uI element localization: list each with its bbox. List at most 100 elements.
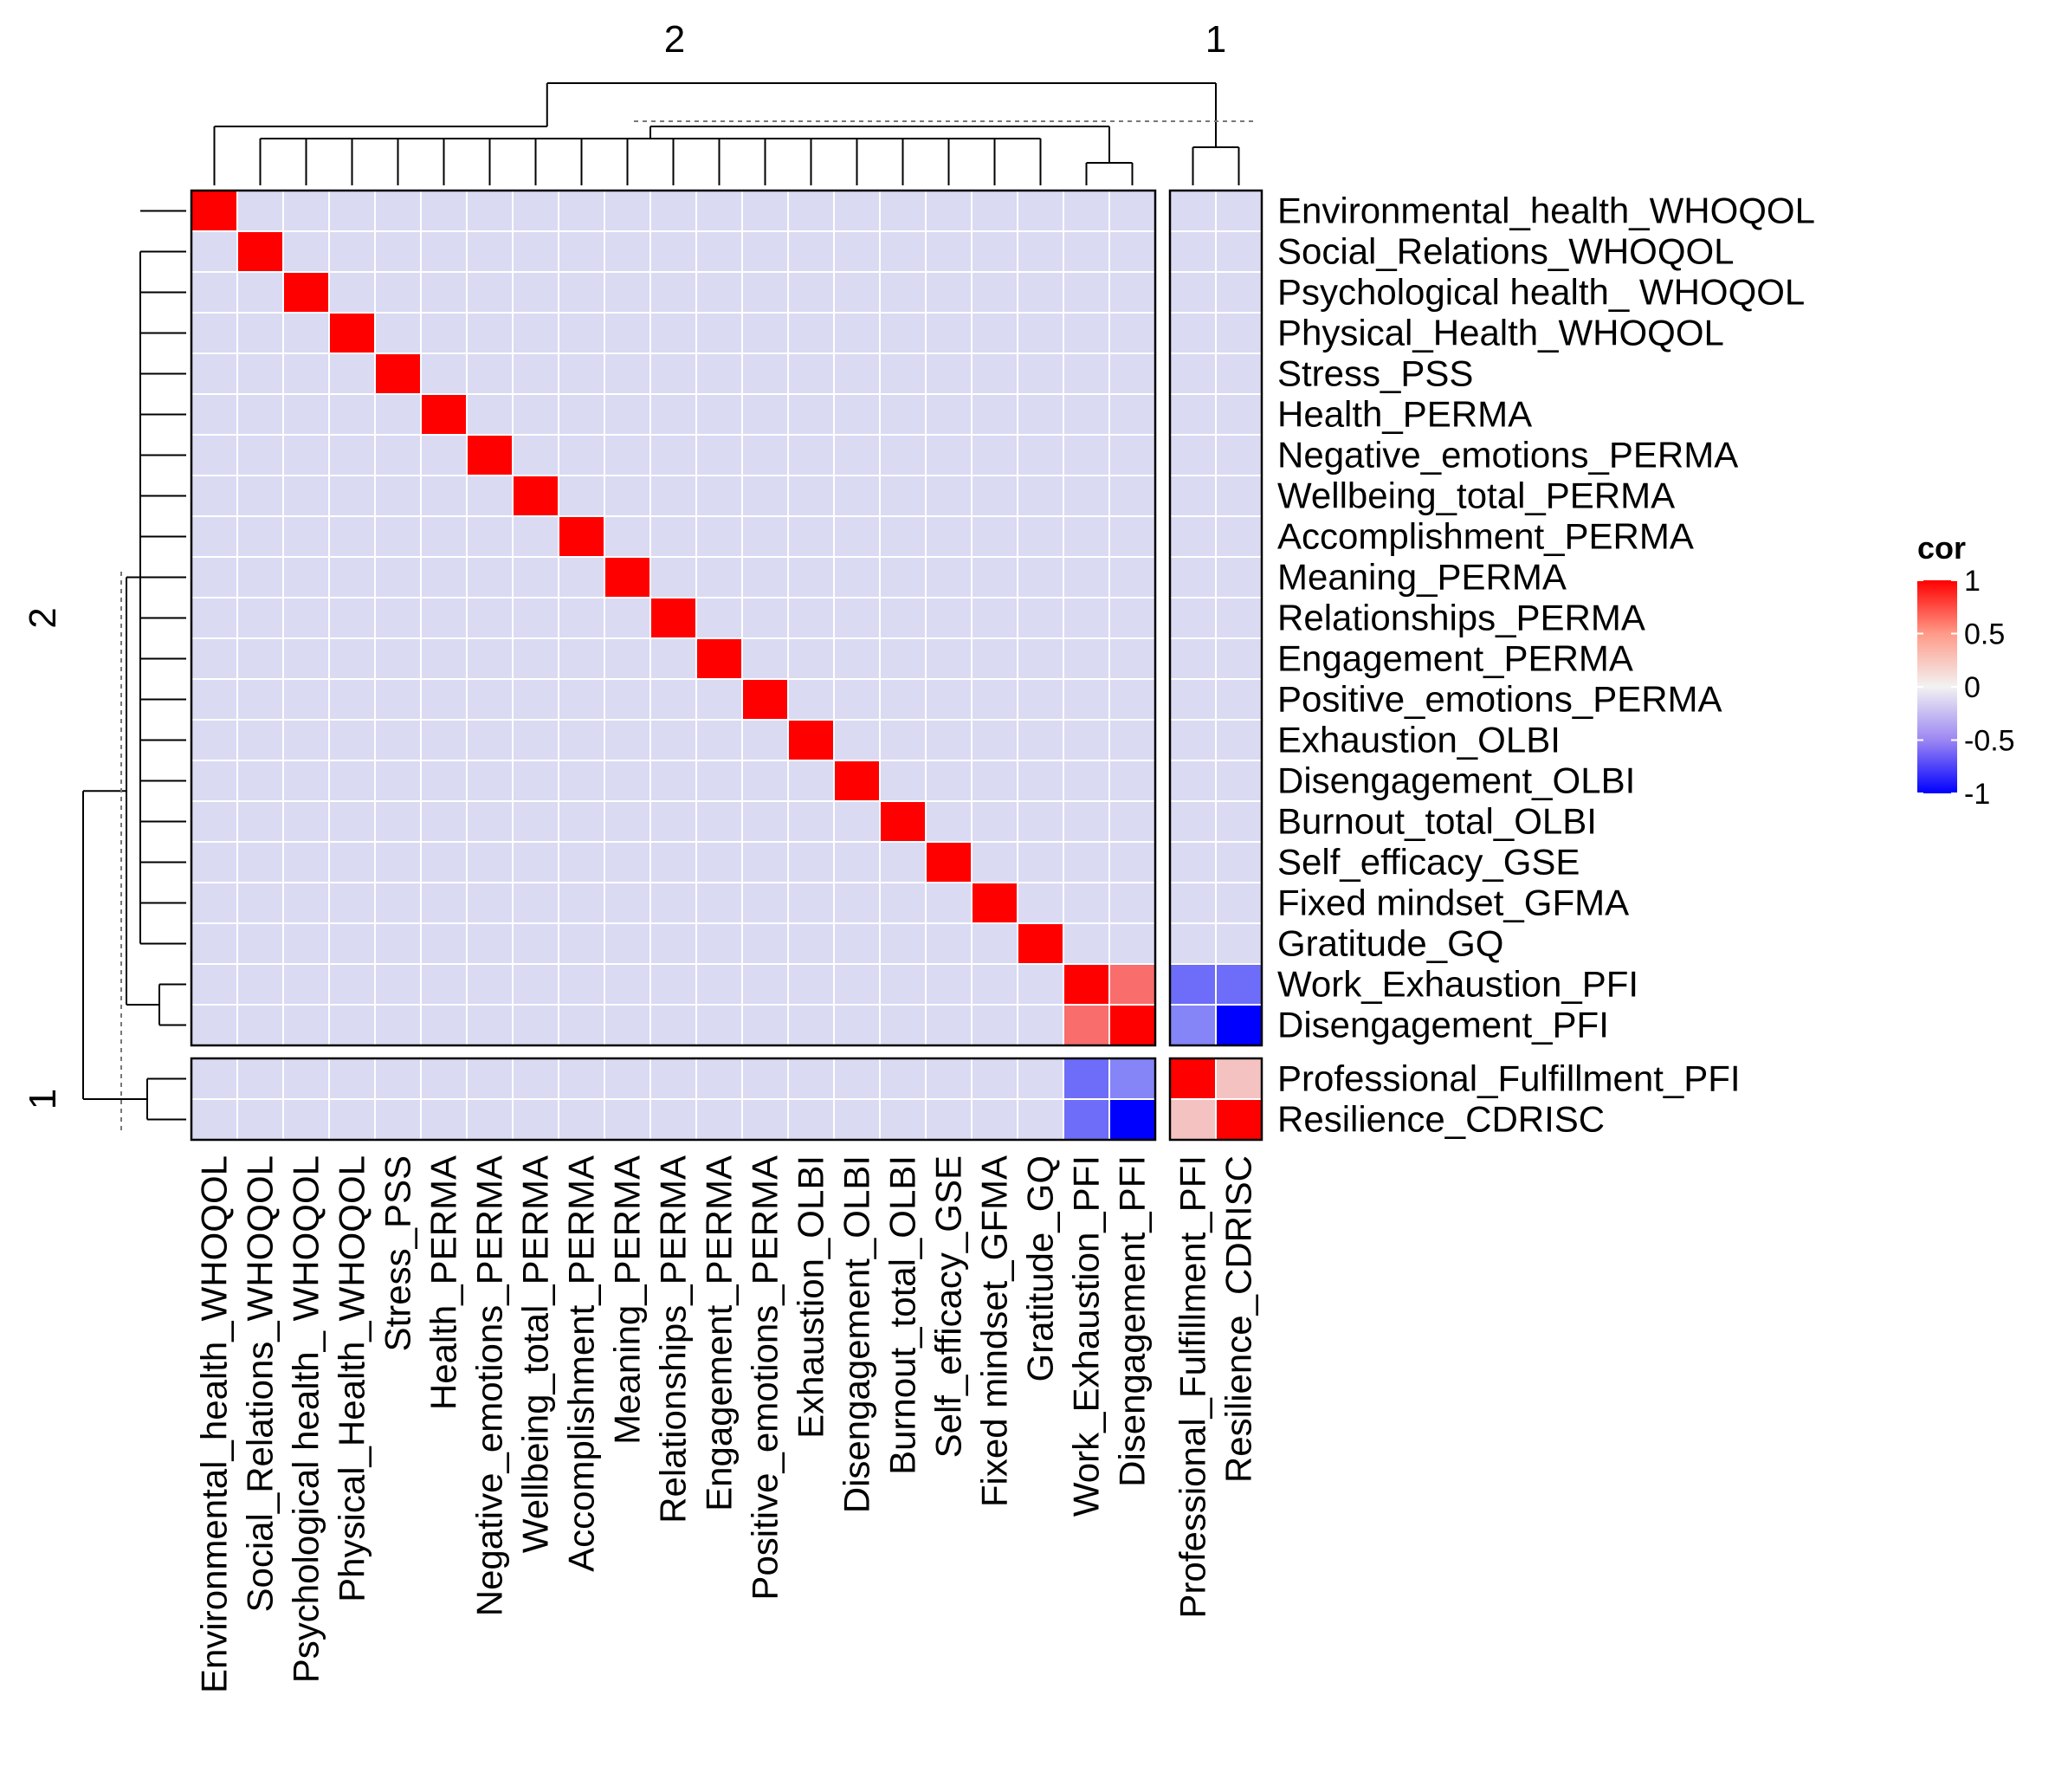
heatmap-cell	[1215, 393, 1263, 436]
heatmap-cell	[879, 719, 927, 761]
heatmap-cell	[328, 719, 376, 761]
heatmap-cell	[328, 800, 376, 843]
heatmap-cell	[1169, 841, 1217, 883]
heatmap-cell	[649, 922, 697, 965]
heatmap-cell	[971, 678, 1018, 721]
heatmap-cell	[1063, 841, 1110, 883]
heatmap-cell	[1108, 312, 1156, 354]
heatmap-cell	[833, 882, 881, 924]
heatmap-cell	[512, 882, 559, 924]
heatmap-cell	[1169, 312, 1217, 354]
heatmap-cell	[1017, 882, 1064, 924]
heatmap-cell	[695, 963, 743, 1006]
heatmap-cell	[374, 312, 422, 354]
heatmap-cell	[1215, 841, 1263, 883]
heatmap-cell	[282, 719, 330, 761]
heatmap-cell	[1215, 1004, 1263, 1046]
heatmap-cell	[879, 1058, 927, 1100]
heatmap-cell	[282, 312, 330, 354]
heatmap-cell	[925, 922, 973, 965]
heatmap-cell	[925, 760, 973, 802]
heatmap-cell	[512, 800, 559, 843]
heatmap-cell	[833, 190, 881, 232]
heatmap-cell	[649, 190, 697, 232]
heatmap-cell	[420, 841, 468, 883]
heatmap-cell	[466, 719, 514, 761]
heatmap-cell	[1215, 963, 1263, 1006]
row-label: Engagement_PERMA	[1277, 638, 1633, 679]
legend-tick-label: 0	[1964, 671, 1981, 704]
heatmap-cell	[787, 637, 835, 680]
heatmap-cell	[1169, 800, 1217, 843]
heatmap-cell	[649, 719, 697, 761]
heatmap-cell	[741, 597, 789, 639]
heatmap-cell	[879, 556, 927, 598]
heatmap-cell	[1215, 760, 1263, 802]
heatmap-cell	[558, 678, 605, 721]
heatmap-cell	[512, 393, 559, 436]
heatmap-cell	[604, 1098, 651, 1141]
heatmap-cell	[604, 1058, 651, 1100]
heatmap-cell	[787, 678, 835, 721]
heatmap-cell	[1017, 1098, 1064, 1141]
heatmap-cell	[695, 515, 743, 558]
heatmap-cell	[971, 597, 1018, 639]
heatmap-cell	[420, 393, 468, 436]
heatmap-cell	[925, 1058, 973, 1100]
heatmap-cell	[466, 1004, 514, 1046]
heatmap-cell	[741, 719, 789, 761]
heatmap-cell	[787, 963, 835, 1006]
legend-tick-label: 0.5	[1964, 618, 2005, 651]
heatmap-cell	[558, 597, 605, 639]
heatmap-cell	[1063, 1098, 1110, 1141]
heatmap-cell	[1169, 882, 1217, 924]
heatmap-cell	[282, 475, 330, 517]
column-label: Gratitude_GQ	[1020, 1155, 1061, 1381]
heatmap-cell	[282, 556, 330, 598]
heatmap-cell	[741, 1098, 789, 1141]
heatmap-cell	[879, 637, 927, 680]
heatmap-cell	[879, 841, 927, 883]
heatmap-cell	[1169, 556, 1217, 598]
heatmap-cell	[1063, 678, 1110, 721]
heatmap-cell	[787, 271, 835, 314]
legend-tick-label: -1	[1964, 778, 1990, 811]
heatmap-cell	[328, 475, 376, 517]
heatmap-cell	[1108, 393, 1156, 436]
heatmap-cell	[604, 353, 651, 395]
heatmap-cell	[328, 1058, 376, 1100]
heatmap-cell	[282, 963, 330, 1006]
heatmap-cell	[282, 1058, 330, 1100]
heatmap-cell	[512, 1004, 559, 1046]
heatmap-cell	[466, 353, 514, 395]
row-label: Self_efficacy_GSE	[1277, 842, 1580, 883]
heatmap-cell	[649, 393, 697, 436]
heatmap-cell	[282, 230, 330, 273]
heatmap-cell	[604, 760, 651, 802]
heatmap-cell	[374, 678, 422, 721]
heatmap-cell	[420, 230, 468, 273]
heatmap-cell	[374, 1004, 422, 1046]
heatmap-cell	[1169, 922, 1217, 965]
heatmap-cell	[236, 515, 284, 558]
column-label: Relationships_PERMA	[653, 1155, 694, 1524]
heatmap-cell	[512, 719, 559, 761]
heatmap-cell	[925, 1004, 973, 1046]
heatmap-cell	[1108, 637, 1156, 680]
heatmap-cell	[282, 637, 330, 680]
heatmap-cell	[971, 963, 1018, 1006]
heatmap-cell	[1108, 271, 1156, 314]
heatmap-cell	[649, 271, 697, 314]
heatmap-cell	[191, 678, 238, 721]
heatmap-cell	[420, 1004, 468, 1046]
heatmap-cell	[466, 190, 514, 232]
column-label: Negative_emotions_PERMA	[469, 1155, 510, 1616]
heatmap-cell	[328, 963, 376, 1006]
heatmap-cell	[879, 963, 927, 1006]
heatmap-cell	[925, 800, 973, 843]
heatmap-cell	[1108, 800, 1156, 843]
heatmap-cell	[1169, 637, 1217, 680]
heatmap-cell	[191, 1098, 238, 1141]
legend-tick-label: -0.5	[1964, 725, 2015, 758]
heatmap-cell	[466, 637, 514, 680]
